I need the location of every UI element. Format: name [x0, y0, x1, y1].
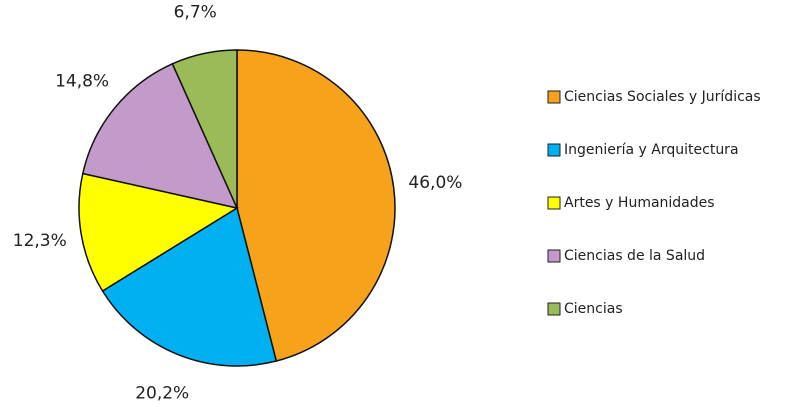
value-label: 14,8%: [55, 71, 109, 91]
pie-slice: [236, 49, 396, 362]
legend-swatch: [547, 90, 561, 104]
value-label: 6,7%: [174, 2, 217, 22]
legend-swatch: [547, 249, 561, 263]
legend-label: Ciencias: [564, 301, 623, 317]
pie-slice: [78, 172, 239, 293]
legend-swatch: [547, 143, 561, 157]
pie-slice: [101, 206, 278, 367]
value-label: 20,2%: [135, 383, 189, 403]
legend-label: Ciencias de la Salud: [564, 248, 705, 264]
pie-slice: [171, 49, 238, 209]
legend-swatch: [547, 196, 561, 210]
value-label: 12,3%: [13, 231, 67, 251]
pie-slice: [81, 62, 239, 210]
legend-label: Ingeniería y Arquitectura: [564, 142, 739, 158]
legend-label: Artes y Humanidades: [564, 195, 715, 211]
legend-label: Ciencias Sociales y Jurídicas: [564, 89, 761, 105]
legend-swatch: [547, 302, 561, 316]
value-label: 46,0%: [408, 173, 462, 193]
